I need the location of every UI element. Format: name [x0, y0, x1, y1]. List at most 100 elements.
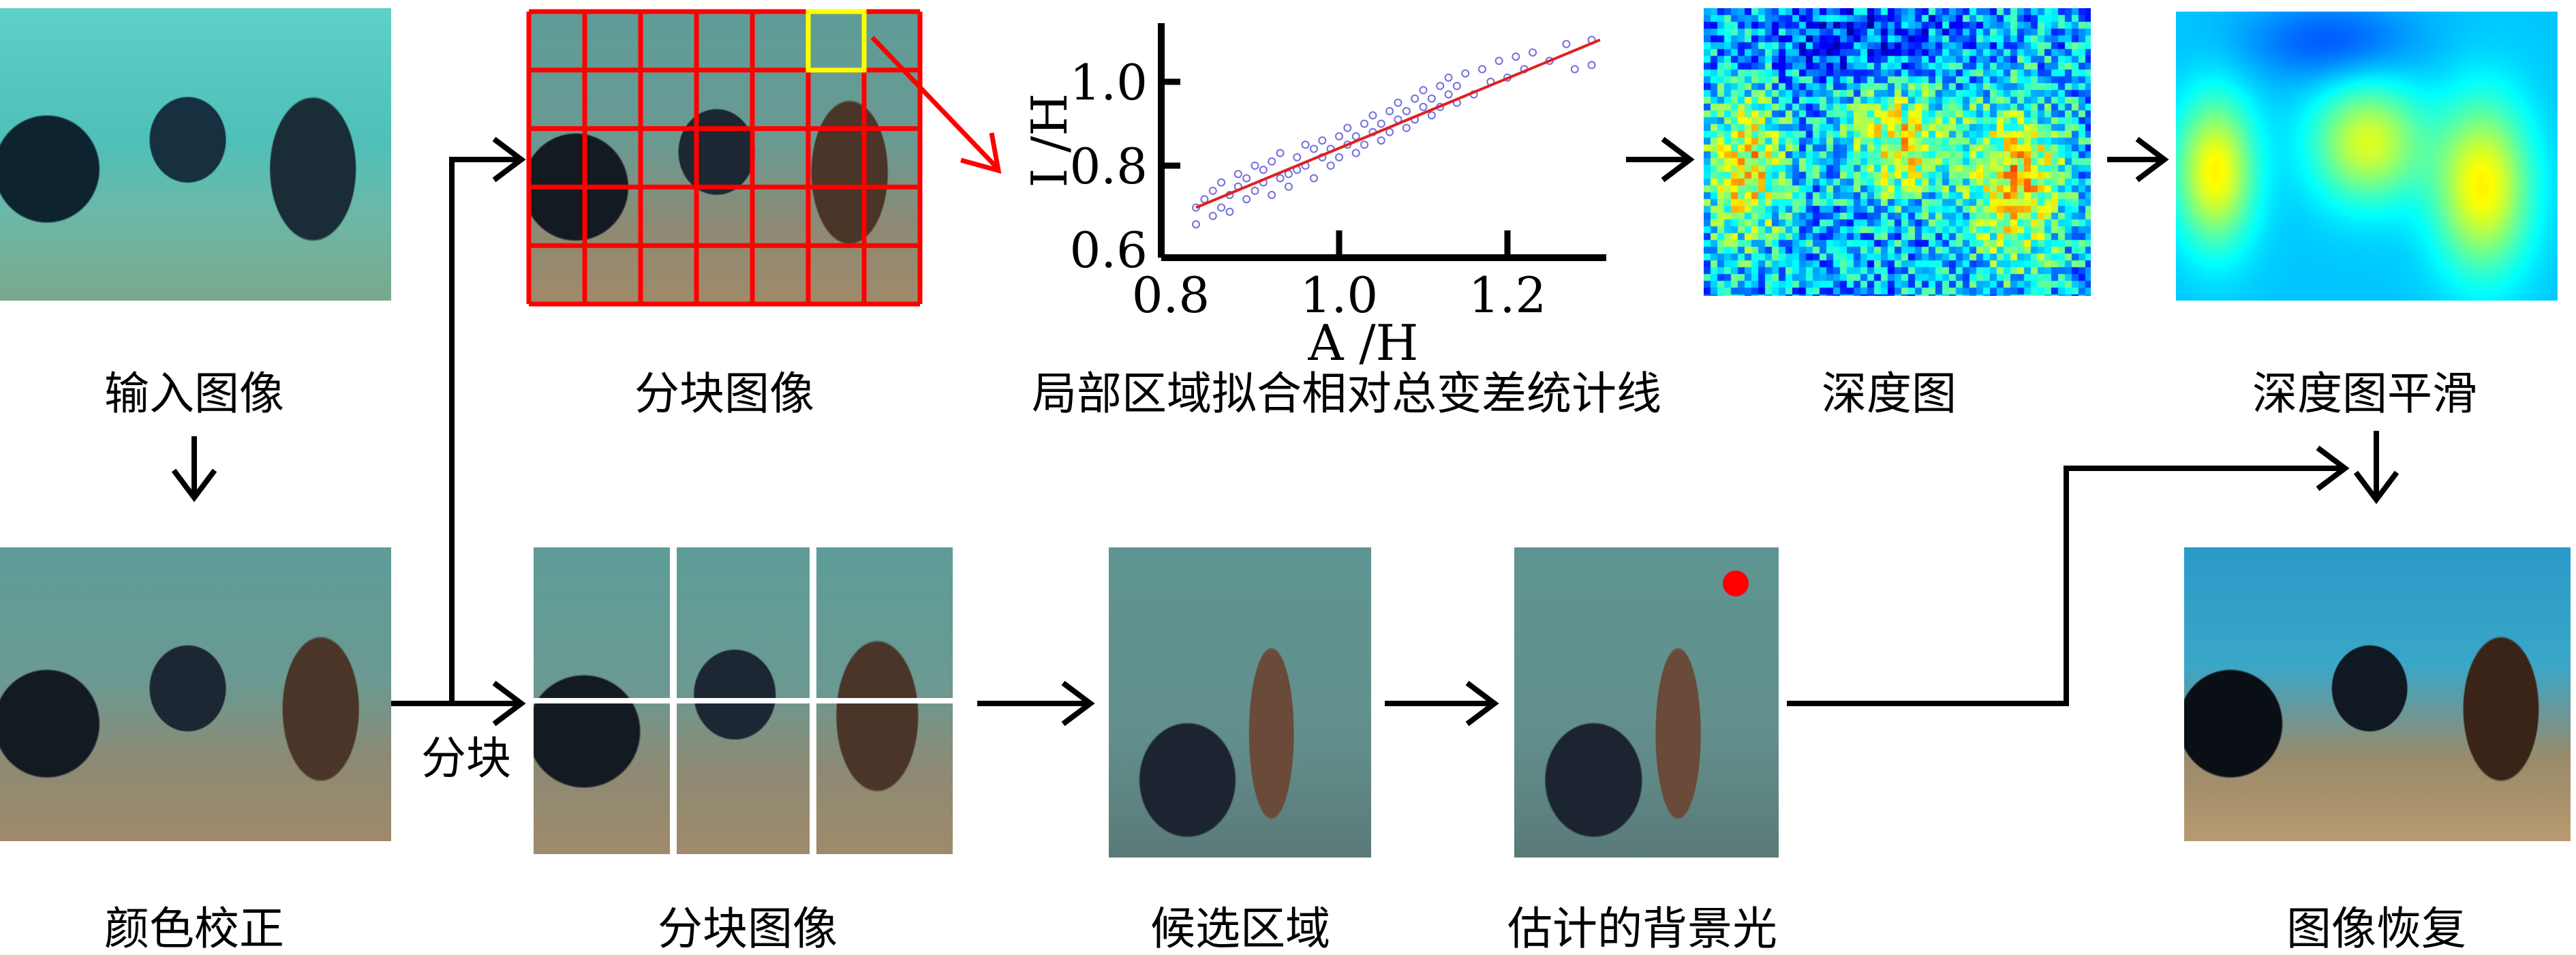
- data-point: [1368, 111, 1377, 120]
- split-gap-horizontal: [534, 698, 953, 703]
- label-color-correction: 颜色校正: [104, 903, 284, 955]
- data-point: [1242, 195, 1251, 204]
- label-depth-smoothing: 深度图平滑: [2252, 367, 2477, 420]
- x-axis-label: A /H: [1308, 314, 1419, 372]
- data-point: [1208, 186, 1217, 195]
- zoom-arrow: [870, 35, 998, 169]
- data-point: [1570, 65, 1579, 74]
- label-block-image-bottom: 分块图像: [658, 903, 838, 955]
- y-axis-label: I /H: [1021, 93, 1078, 187]
- data-point: [1529, 48, 1537, 57]
- data-point: [1444, 73, 1453, 82]
- data-point: [1276, 174, 1285, 183]
- data-point: [1284, 182, 1293, 191]
- arrow-corrected-to-split: [391, 680, 526, 727]
- data-point: [1343, 123, 1352, 132]
- data-point: [1402, 123, 1411, 132]
- block-grid-image: [529, 12, 920, 304]
- label-local-fit: 局部区域拟合相对总变差统计线: [1032, 367, 1661, 420]
- data-point: [1192, 220, 1201, 229]
- data-point: [1411, 94, 1420, 103]
- label-input-image: 输入图像: [104, 367, 284, 420]
- data-point: [1309, 174, 1318, 183]
- block-grid: [526, 9, 923, 307]
- depth-map: [1704, 8, 2091, 296]
- data-point: [1242, 174, 1251, 183]
- input-image: [0, 8, 391, 301]
- data-point: [1385, 107, 1394, 116]
- label-block-image-top: 分块图像: [634, 367, 814, 420]
- data-point: [1385, 127, 1394, 136]
- flow-arrows: [171, 136, 2399, 727]
- data-point: [1335, 153, 1343, 162]
- smoothed-depth-map: [2176, 12, 2558, 301]
- label-estimated-background-light: 估计的背景光: [1507, 903, 1777, 955]
- background-light-marker: [1723, 571, 1749, 596]
- data-point: [1427, 94, 1436, 103]
- data-point: [1293, 153, 1302, 162]
- data-point: [1436, 82, 1445, 91]
- data-point: [1477, 65, 1486, 74]
- data-point: [1326, 162, 1335, 170]
- data-point: [1427, 111, 1436, 120]
- data-point: [1335, 132, 1343, 140]
- background-light-image: [1514, 547, 1779, 858]
- split-gaps: [534, 547, 953, 854]
- data-point: [1461, 69, 1470, 78]
- arrow-chart-to-depth: [1626, 136, 1695, 183]
- arrow-depth-to-smooth: [2107, 136, 2169, 183]
- data-point: [1233, 170, 1242, 179]
- candidate-region-image: [1109, 547, 1371, 858]
- x-tick-label: 0.8: [1132, 267, 1210, 324]
- selected-block: [806, 9, 867, 73]
- data-point: [1562, 40, 1571, 48]
- data-point: [1377, 119, 1385, 128]
- data-point: [1208, 211, 1217, 220]
- data-point: [1512, 52, 1520, 61]
- data-point: [1268, 157, 1276, 166]
- data-point: [1251, 186, 1259, 195]
- x-tick-label: 1.0: [1300, 267, 1379, 324]
- data-point: [1360, 140, 1369, 149]
- arrow-up-to-grid: [449, 136, 526, 703]
- data-point: [1225, 207, 1234, 216]
- y-tick-label: 0.8: [1069, 138, 1148, 195]
- label-candidate-region: 候选区域: [1150, 903, 1330, 955]
- data-point: [1444, 90, 1453, 99]
- data-point: [1217, 178, 1226, 187]
- label-depth-map: 深度图: [1822, 367, 1957, 420]
- data-point: [1318, 136, 1327, 145]
- arrow-input-to-corrected: [171, 436, 217, 502]
- data-point: [1284, 170, 1293, 179]
- data-point: [1494, 57, 1503, 65]
- color-corrected-image: [0, 547, 391, 841]
- label-image-restoration: 图像恢复: [2286, 903, 2466, 955]
- data-point: [1268, 191, 1276, 200]
- arrow-estimate-to-restore: [1787, 445, 2350, 706]
- arrow-split-to-candidate: [977, 680, 1095, 727]
- data-point: [1587, 61, 1596, 70]
- fit-line: [1195, 38, 1601, 209]
- data-point: [1251, 162, 1259, 170]
- zoom-arrow-head: [960, 132, 1002, 174]
- arrow-candidate-to-estimate: [1385, 680, 1499, 727]
- y-tick-label: 1.0: [1069, 54, 1148, 111]
- data-point: [1402, 107, 1411, 116]
- data-point: [1200, 195, 1209, 204]
- data-point: [1259, 166, 1268, 175]
- data-point: [1217, 203, 1226, 212]
- data-point: [1452, 82, 1461, 91]
- arrow-smooth-to-restore: [2353, 431, 2399, 504]
- scatter-chart: 0.60.81.00.8 1.0 1.2A /HI /H: [1021, 23, 1606, 372]
- data-point: [1276, 149, 1285, 157]
- restored-image: [2184, 547, 2571, 841]
- data-point: [1351, 149, 1360, 157]
- data-point: [1394, 98, 1402, 107]
- data-point: [1301, 140, 1310, 149]
- data-point: [1419, 86, 1428, 95]
- label-blocking-step: 分块: [421, 732, 511, 785]
- data-point: [1419, 102, 1428, 111]
- x-tick-label: 1.2: [1469, 267, 1547, 324]
- data-point: [1351, 132, 1360, 140]
